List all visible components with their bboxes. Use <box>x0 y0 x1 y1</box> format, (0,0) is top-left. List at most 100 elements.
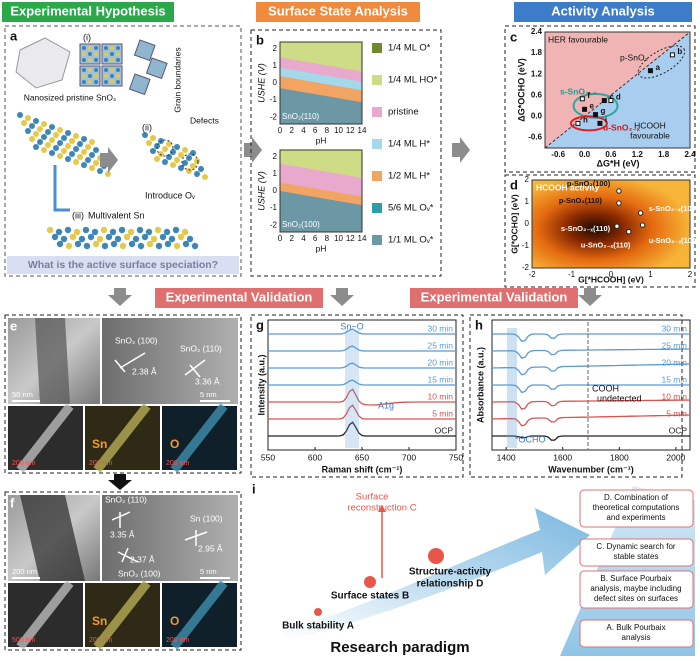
atom <box>61 148 67 154</box>
point-label: p-SnO₂(110) <box>559 196 602 205</box>
atom <box>123 233 131 241</box>
spectrum <box>491 414 691 427</box>
box-text: B. Surface Pourbaix <box>600 574 671 583</box>
atom <box>37 139 43 145</box>
x-tick-label: 2 <box>688 270 693 279</box>
legend-swatch <box>372 235 382 245</box>
grain <box>133 39 156 62</box>
spectrum <box>492 399 691 410</box>
atom <box>73 228 81 236</box>
atom <box>78 235 86 243</box>
panel-frame <box>4 491 242 651</box>
crystal <box>15 37 71 89</box>
atom <box>186 235 194 243</box>
atom <box>150 235 158 243</box>
atom <box>170 162 176 168</box>
y-tick-label: 1 <box>273 169 278 178</box>
header-box <box>2 2 174 22</box>
atom <box>181 228 189 236</box>
label: USHE (V) <box>256 63 266 103</box>
atom <box>100 226 108 234</box>
atom <box>82 74 86 78</box>
box-text: stable states <box>614 552 659 561</box>
y-tick-label: 1.2 <box>531 69 543 78</box>
spectrum <box>492 348 691 359</box>
atom <box>137 242 145 250</box>
data-point <box>593 112 599 118</box>
x-tick-label: 550 <box>261 452 275 462</box>
nanowire <box>170 403 228 473</box>
atom <box>94 58 98 62</box>
data-point <box>647 68 653 74</box>
panel-frame <box>4 25 242 277</box>
label: ΔG*OCHO (eV) <box>516 58 526 121</box>
label: (iii) <box>72 210 84 220</box>
atom <box>141 233 149 241</box>
atom <box>55 228 63 236</box>
fringe <box>114 352 206 378</box>
atom <box>166 141 172 147</box>
header: Surface State Analysis <box>268 3 408 18</box>
atom <box>41 147 47 153</box>
box-text: theoretical computations <box>593 503 680 512</box>
atom <box>73 159 79 165</box>
nanowire <box>35 318 70 404</box>
y-tick-label: -1 <box>522 241 530 250</box>
point-label: d <box>616 93 621 102</box>
atom <box>57 140 63 146</box>
atom <box>96 235 104 243</box>
atom <box>146 240 154 248</box>
spectrum <box>268 362 456 369</box>
atom <box>116 68 120 72</box>
label: SnO₂ (100) <box>118 568 161 578</box>
atom <box>61 135 67 141</box>
atom <box>142 132 148 138</box>
label: 3.36 Å <box>195 376 220 386</box>
panel-frame <box>250 314 464 478</box>
question-box <box>7 256 239 274</box>
series-label: 25 min <box>427 340 453 350</box>
atom <box>136 226 144 234</box>
spectrum <box>268 379 456 386</box>
atom <box>155 242 163 250</box>
x-tick-label: 1.8 <box>658 150 670 159</box>
x-tick-label: 2 <box>289 234 294 243</box>
x-tick-label: 0.0 <box>579 150 591 159</box>
arrowhead <box>378 505 386 512</box>
header: Experimental Validation <box>421 289 568 304</box>
legend-swatch <box>372 75 382 85</box>
label: Sn (100) <box>190 513 223 523</box>
atom <box>65 130 71 136</box>
atom <box>104 68 108 72</box>
atom <box>87 233 95 241</box>
atom <box>154 143 160 149</box>
x-tick-label: 1600 <box>553 452 572 462</box>
legend-label: 1/4 ML HO* <box>388 75 438 86</box>
legend-label: 5/6 ML Oᵥ* <box>388 203 434 214</box>
label: Structure-activity <box>409 567 492 578</box>
atom <box>104 74 108 78</box>
x-tick-label: 700 <box>402 452 416 462</box>
panel-frame <box>504 25 696 173</box>
point-label: p-SnO₂(100) <box>567 179 611 188</box>
atom <box>170 149 176 155</box>
hrtem-image <box>102 318 238 404</box>
swoosh <box>280 508 590 640</box>
atom <box>41 121 47 127</box>
header-box <box>155 288 323 308</box>
label: 50 nm <box>12 390 33 399</box>
series-label: OCP <box>435 425 454 435</box>
atom <box>88 74 92 78</box>
atom <box>88 80 92 84</box>
series-label: 20 min <box>661 357 687 367</box>
atom <box>191 242 199 250</box>
y-tick-label: 2.4 <box>531 27 543 36</box>
atom <box>168 235 176 243</box>
box-text: analysis, maybe including <box>590 584 681 593</box>
panel-frame <box>4 314 242 474</box>
atom <box>53 132 59 138</box>
series-label: 10 min <box>661 391 687 401</box>
atom <box>159 233 167 241</box>
milestone <box>364 576 376 588</box>
atom <box>146 140 152 146</box>
